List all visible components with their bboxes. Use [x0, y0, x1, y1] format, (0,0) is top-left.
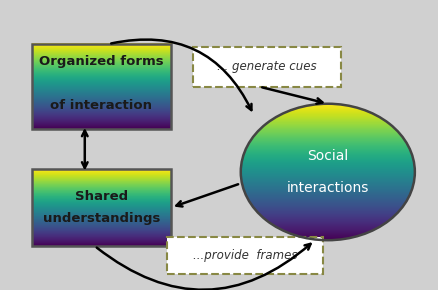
Bar — [193, 47, 341, 87]
Bar — [32, 169, 171, 246]
Text: Social: Social — [307, 149, 349, 163]
Text: ...provide  frames: ...provide frames — [193, 249, 297, 262]
Ellipse shape — [241, 104, 415, 240]
Text: interactions: interactions — [286, 181, 369, 195]
Bar — [167, 237, 323, 274]
Bar — [32, 44, 171, 129]
Text: Shared
understandings: Shared understandings — [43, 190, 160, 225]
Text: ... generate cues: ... generate cues — [217, 60, 317, 73]
Text: Organized forms

of interaction: Organized forms of interaction — [39, 55, 164, 112]
